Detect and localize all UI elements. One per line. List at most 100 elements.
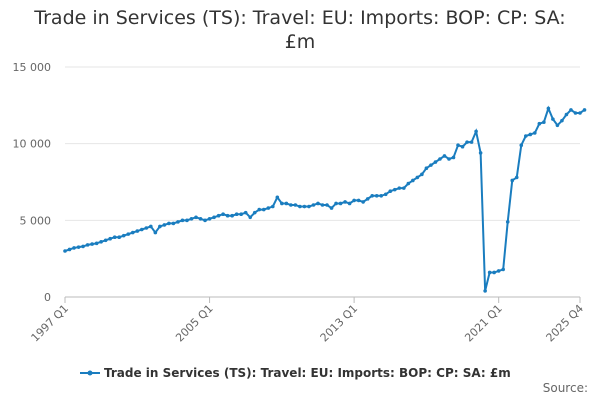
data-point: [280, 201, 284, 206]
data-point: [284, 201, 289, 206]
data-point: [90, 242, 94, 246]
data-point: [135, 229, 140, 233]
data-point: [99, 240, 103, 244]
data-point: [85, 243, 90, 247]
data-point: [121, 233, 126, 238]
data-point: [555, 123, 560, 128]
data-point: [533, 131, 537, 135]
data-point: [483, 289, 487, 293]
data-point: [216, 213, 221, 218]
data-point: [225, 213, 230, 218]
data-point: [465, 140, 469, 144]
data-point: [438, 157, 442, 161]
data-point: [243, 210, 248, 215]
data-point: [501, 267, 506, 272]
data-point: [415, 175, 420, 180]
data-line: [64, 105, 586, 292]
data-point: [67, 247, 72, 252]
data-point: [252, 210, 257, 215]
data-point: [180, 218, 185, 223]
data-point: [194, 215, 198, 220]
data-point: [388, 189, 393, 193]
x-tick-label: 2021 Q1: [462, 302, 505, 345]
data-point: [198, 217, 203, 221]
data-point: [460, 144, 465, 149]
data-point: [569, 108, 573, 112]
data-point: [176, 220, 180, 224]
data-point: [365, 197, 370, 201]
data-point: [411, 178, 415, 183]
chart-title: Trade in Services (TS): Travel: EU: Impo…: [34, 7, 566, 53]
data-point: [230, 213, 234, 218]
data-point: [338, 201, 343, 206]
data-point: [112, 235, 117, 239]
data-point: [542, 120, 546, 124]
data-point: [429, 163, 433, 167]
data-point: [424, 166, 429, 170]
data-point: [478, 151, 483, 155]
data-point: [203, 218, 207, 223]
data-point: [63, 249, 67, 253]
data-point: [108, 236, 112, 241]
data-point: [139, 227, 144, 232]
data-point: [334, 201, 338, 206]
data-point: [397, 186, 402, 190]
data-point: [275, 195, 280, 200]
source: Source:: [543, 381, 588, 395]
data-point: [207, 217, 212, 221]
x-tick-label: 2005 Q1: [173, 302, 216, 345]
data-point: [528, 132, 533, 137]
data-point: [573, 111, 578, 115]
data-point: [496, 269, 501, 273]
data-point: [117, 235, 122, 239]
data-point: [293, 203, 298, 207]
data-point: [402, 186, 406, 190]
x-tick-label: 2025 Q4: [544, 302, 587, 345]
data-point: [383, 192, 388, 197]
data-point: [234, 212, 239, 216]
data-point: [329, 206, 334, 210]
data-point: [298, 204, 302, 209]
data-point: [316, 201, 320, 206]
data-point: [320, 203, 325, 207]
data-point: [81, 244, 85, 249]
data-point: [94, 241, 99, 246]
data-point: [420, 172, 424, 177]
data-point: [510, 178, 515, 183]
data-point: [239, 212, 243, 216]
data-point: [149, 224, 153, 229]
data-point: [361, 200, 365, 204]
data-point: [221, 212, 225, 216]
data-point: [379, 194, 384, 198]
data-point: [514, 175, 519, 180]
data-point: [546, 106, 551, 111]
data-point: [171, 221, 176, 226]
data-point: [352, 198, 356, 203]
data-point: [185, 218, 189, 223]
x-tick-label: 1997 Q1: [29, 302, 72, 345]
legend-label: Trade in Services (TS): Travel: EU: Impo…: [104, 366, 511, 380]
data-point: [103, 238, 108, 243]
data-point: [370, 194, 374, 198]
data-point: [302, 204, 307, 209]
data-point: [451, 155, 456, 160]
data-point: [433, 160, 438, 164]
data-point: [519, 143, 524, 147]
x-tick-label: 2013 Q1: [318, 302, 361, 345]
data-point: [158, 224, 162, 229]
data-point: [261, 207, 266, 212]
data-point: [72, 246, 76, 250]
data-point: [374, 194, 379, 198]
data-point: [189, 217, 194, 221]
data-point: [564, 112, 569, 117]
data-point: [144, 226, 149, 230]
data-point: [307, 204, 311, 209]
data-point: [162, 223, 167, 227]
data-point: [76, 245, 81, 249]
data-point: [469, 140, 474, 144]
data-point: [505, 220, 510, 224]
data-point: [289, 203, 293, 207]
y-tick-label: 15 000: [13, 61, 52, 74]
